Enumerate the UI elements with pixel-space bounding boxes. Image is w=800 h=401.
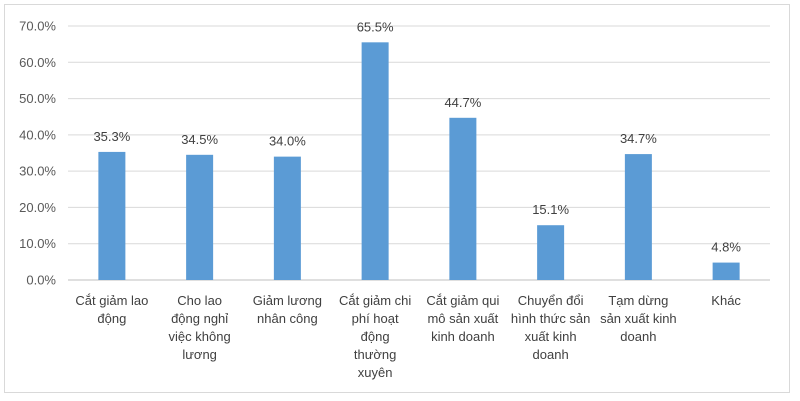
- data-label: 15.1%: [532, 202, 569, 217]
- bar: [537, 225, 565, 280]
- category-label: doanh: [620, 329, 656, 344]
- y-tick-label: 0.0%: [26, 273, 56, 288]
- category-label: Cắt giảm lao: [75, 293, 148, 308]
- bar: [273, 156, 301, 280]
- category-label: Tạm dừng: [608, 293, 668, 308]
- y-tick-label: 30.0%: [19, 164, 56, 179]
- category-label: Cắt giảm qui: [426, 293, 499, 308]
- data-label: 34.7%: [620, 131, 657, 146]
- y-tick-label: 40.0%: [19, 127, 56, 142]
- category-label: Giảm lương: [253, 293, 322, 308]
- category-label: nhân công: [257, 311, 318, 326]
- y-tick-label: 10.0%: [19, 236, 56, 251]
- y-tick-label: 70.0%: [19, 19, 56, 34]
- category-label: việc không: [169, 329, 231, 344]
- category-label: động: [361, 329, 390, 344]
- category-label: lương: [182, 347, 217, 362]
- bar: [712, 262, 740, 280]
- category-label: mô sản xuất: [427, 311, 498, 326]
- category-label: Cắt giảm chi: [339, 293, 411, 308]
- category-label: kinh doanh: [431, 329, 495, 344]
- data-label: 4.8%: [711, 240, 741, 255]
- category-label: động: [97, 311, 126, 326]
- category-label: Chuyển đổi: [518, 293, 584, 308]
- category-label: doanh: [533, 347, 569, 362]
- data-label: 35.3%: [93, 129, 130, 144]
- category-label: thường: [354, 347, 397, 362]
- bar: [98, 151, 126, 280]
- category-label: phí hoạt: [352, 311, 399, 326]
- y-tick-label: 20.0%: [19, 200, 56, 215]
- y-tick-label: 60.0%: [19, 55, 56, 70]
- bar: [186, 154, 214, 280]
- data-label: 44.7%: [444, 95, 481, 110]
- data-label: 34.0%: [269, 134, 306, 149]
- category-label: hình thức sản: [511, 311, 591, 326]
- category-label: xuất kinh: [525, 329, 577, 344]
- data-label: 34.5%: [181, 132, 218, 147]
- category-label: sản xuất kinh: [600, 311, 677, 326]
- bar: [449, 117, 477, 280]
- data-label: 65.5%: [357, 19, 394, 34]
- bar: [361, 42, 389, 281]
- category-label: xuyên: [358, 365, 393, 380]
- bar: [624, 154, 652, 280]
- category-label: Cho lao: [177, 293, 222, 308]
- chart-frame: [4, 4, 790, 393]
- category-label: Khác: [711, 293, 741, 308]
- category-label: động nghỉ: [171, 311, 228, 326]
- y-tick-label: 50.0%: [19, 91, 56, 106]
